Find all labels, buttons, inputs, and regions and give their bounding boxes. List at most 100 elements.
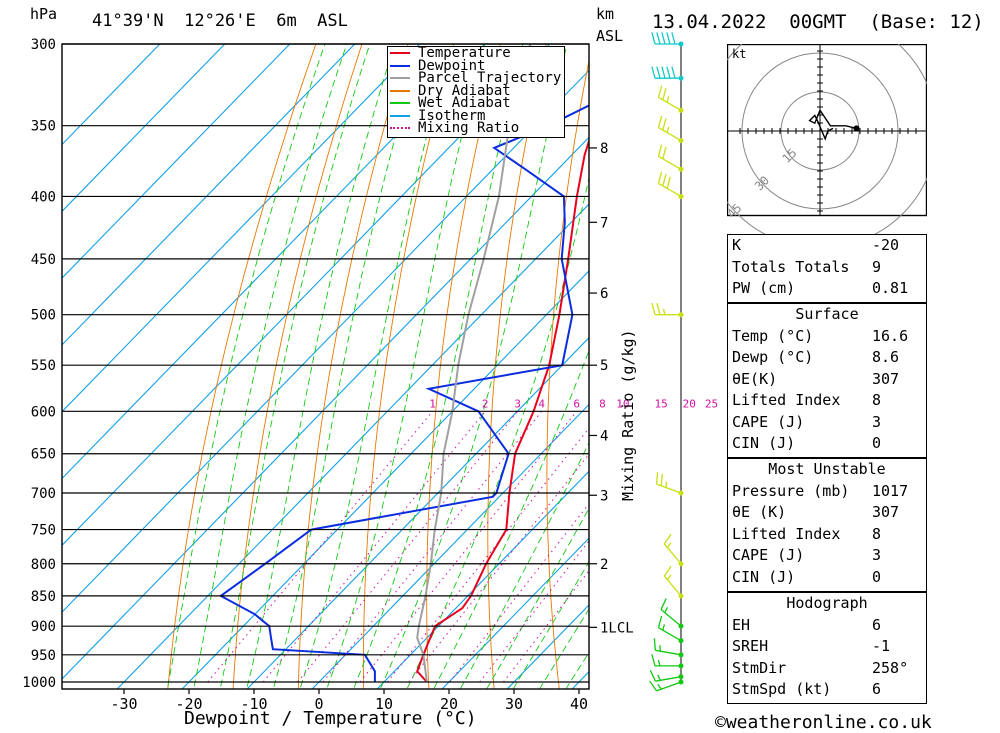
wind-barb-feather: [653, 638, 657, 651]
wind-barb-feather: [656, 32, 661, 45]
x-tick-label: 40: [570, 695, 588, 713]
index-value: 3: [872, 412, 882, 431]
wind-barb-half-feather: [657, 674, 661, 681]
dry-adiabat-line: [297, 44, 409, 689]
temperature-profile: [416, 137, 589, 683]
mixing-ratio-axis-label: Mixing Ratio (g/kg): [619, 329, 637, 501]
x-tick-label: -30: [110, 695, 137, 713]
index-value: 258°: [872, 658, 909, 677]
index-label: CAPE (J): [732, 412, 805, 431]
mixing-ratio-label: 20: [683, 397, 696, 410]
wind-barb-staff: [658, 627, 682, 642]
height-tick-label: 5: [600, 358, 608, 374]
index-value: 0: [872, 567, 882, 586]
mixing-ratio-label: 6: [573, 397, 580, 410]
height-tick-label: 8: [600, 141, 608, 157]
wind-barb-feather: [663, 533, 672, 545]
legend-item: Dewpoint: [390, 57, 486, 74]
legend-swatch: [390, 77, 410, 79]
wind-barb-feather: [661, 66, 666, 79]
copyright[interactable]: ©weatheronline.co.uk: [715, 712, 932, 733]
pressure-tick-label: 450: [31, 252, 56, 268]
index-label: PW (cm): [732, 279, 796, 297]
index-row: CAPE (J) 3: [728, 545, 926, 567]
index-label: Temp (°C): [732, 326, 814, 345]
wind-barb-feather: [651, 302, 656, 315]
wind-barb-staff: [663, 575, 682, 597]
hodograph-unit-label: kt: [732, 47, 746, 61]
index-row: K -20: [728, 235, 926, 257]
wind-barb-feather: [649, 670, 656, 682]
index-label: Lifted Index: [732, 524, 841, 543]
isotherm-line: [62, 136, 589, 680]
mixing-ratio-label: 8: [599, 397, 606, 410]
isotherm-line: [62, 44, 421, 413]
x-tick-label: -10: [240, 695, 267, 713]
pressure-tick-label: 1000: [22, 675, 56, 691]
legend-label: Dewpoint: [418, 57, 486, 74]
wet-adiabat-line: [299, 44, 452, 689]
mixing-ratio-line: [359, 410, 578, 683]
height-tick-label: 1LCL: [600, 620, 634, 636]
wind-barb-feather: [649, 680, 658, 692]
height-tick-label: 2: [600, 557, 608, 573]
wind-barb-feather: [651, 32, 656, 45]
mixing-ratio-label: 15: [655, 397, 668, 410]
wind-barb-feather: [663, 565, 672, 577]
legend-label: Dry Adiabat: [418, 82, 511, 99]
wind-barb-staff: [656, 681, 682, 692]
index-value: 6: [872, 615, 882, 634]
surface-table: Surface Temp (°C) 16.6 Dewp (°C) 8.6 θE(K) 30…: [727, 303, 927, 458]
index-row: StmSpd (kt) 6: [728, 679, 926, 701]
wind-barb-staff: [658, 155, 682, 170]
index-value: 0.81: [872, 279, 909, 297]
index-row: θE (K) 307: [728, 502, 926, 524]
index-row: SREH -1: [728, 636, 926, 658]
wind-barb-feather: [656, 66, 661, 79]
isotherm-line: [62, 44, 356, 346]
index-value: 8: [872, 524, 882, 543]
wet-adiabat-line: [539, 608, 589, 689]
most-unstable-table: Most Unstable Pressure (mb) 1017 θE (K) 307…: [727, 458, 927, 592]
wind-barb-half-feather: [662, 308, 666, 315]
dry-adiabat-line: [167, 44, 317, 689]
legend-swatch: [390, 114, 410, 117]
storm-motion-marker: [853, 125, 860, 132]
height-tick-label: 4: [600, 428, 608, 444]
index-label: θE (K): [732, 503, 787, 521]
index-row: Lifted Index 8: [728, 390, 926, 412]
wet-adiabat-line: [193, 44, 348, 689]
legend: Temperature Dewpoint Parcel Trajectory Dry …: [387, 46, 565, 138]
wind-barb-feather: [661, 32, 666, 45]
wind-barb-feather: [660, 473, 663, 486]
wind-barb-half-feather: [666, 574, 672, 581]
mixing-ratio-label: 10: [616, 397, 629, 410]
x-tick-label: -20: [175, 695, 202, 713]
index-row: CIN (J) 0: [728, 433, 926, 455]
isotherm-line: [311, 403, 589, 689]
wind-barb-half-feather: [666, 542, 672, 549]
basic-indices-table: K -20 Totals Totals 9 PW (cm) 0.81: [727, 234, 927, 303]
index-value: 0: [872, 434, 882, 452]
datetime-title: 13.04.2022 00GMT (Base: 12): [652, 11, 984, 33]
index-label: Totals Totals: [732, 257, 850, 276]
index-row: Lifted Index 8: [728, 524, 926, 546]
legend-swatch: [390, 89, 410, 92]
isotherm-line: [62, 44, 226, 213]
wind-barb-staff: [658, 96, 682, 111]
index-row: StmDir 258°: [728, 658, 926, 680]
wind-barb-feather: [666, 32, 671, 45]
height-tick-label: 3: [600, 488, 608, 504]
wind-barb-staff: [660, 608, 682, 627]
legend-label: Parcel Trajectory: [418, 70, 562, 86]
wind-barb-feather: [671, 66, 676, 79]
wind-barb-half-feather: [659, 645, 661, 652]
legend-swatch: [390, 102, 410, 104]
index-row: Pressure (mb) 1017: [728, 481, 926, 503]
mixing-ratio-label: 4: [538, 397, 545, 410]
index-label: Pressure (mb): [732, 481, 850, 500]
most-unstable-title: Most Unstable: [768, 460, 886, 478]
index-label: StmDir: [732, 658, 787, 677]
index-label: K: [732, 236, 742, 254]
